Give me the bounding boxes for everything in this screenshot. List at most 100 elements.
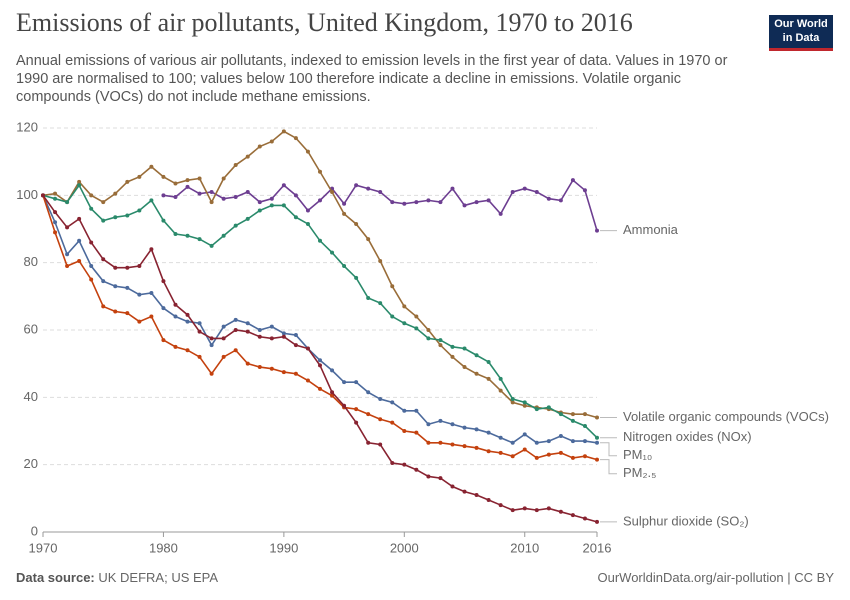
x-tick-label: 1980 xyxy=(149,540,178,555)
data-point xyxy=(570,513,575,518)
data-point xyxy=(281,331,286,336)
data-point xyxy=(173,232,178,237)
data-point xyxy=(137,292,142,297)
data-point xyxy=(281,370,286,375)
data-point xyxy=(582,439,587,444)
data-point xyxy=(305,149,310,154)
data-point xyxy=(209,336,214,341)
data-point xyxy=(185,312,190,317)
data-point xyxy=(474,427,479,432)
data-point xyxy=(534,440,539,445)
data-point xyxy=(402,462,407,467)
data-point xyxy=(318,198,322,203)
data-point xyxy=(378,301,383,306)
data-point xyxy=(101,304,106,309)
data-point xyxy=(546,196,551,201)
data-point xyxy=(570,455,575,460)
series-line xyxy=(163,178,598,231)
data-point xyxy=(426,336,431,341)
data-point xyxy=(137,208,142,213)
data-point xyxy=(558,450,563,455)
data-point xyxy=(89,264,94,269)
data-point xyxy=(161,193,166,198)
logo[interactable]: Our World in Data xyxy=(769,15,833,51)
data-point xyxy=(269,366,274,371)
data-point xyxy=(366,237,371,242)
legend-label: PM₁₀ xyxy=(623,447,652,462)
data-point xyxy=(462,203,467,208)
data-point xyxy=(426,440,431,445)
data-point xyxy=(221,324,226,329)
data-point xyxy=(570,412,575,417)
data-point xyxy=(293,343,298,348)
series-line xyxy=(42,195,598,444)
data-point xyxy=(366,296,371,301)
data-point xyxy=(534,508,539,513)
data-point xyxy=(209,343,214,348)
data-point xyxy=(402,429,407,433)
data-point xyxy=(402,201,407,206)
data-point xyxy=(595,435,599,440)
data-point xyxy=(462,444,467,449)
data-point xyxy=(269,324,274,329)
data-point xyxy=(149,198,154,203)
data-point xyxy=(125,311,130,316)
data-point xyxy=(233,317,238,322)
data-point xyxy=(65,200,70,205)
data-point xyxy=(318,358,322,363)
data-point xyxy=(366,186,371,191)
data-point xyxy=(558,412,563,417)
data-point xyxy=(257,365,262,370)
data-point xyxy=(522,432,527,437)
data-point xyxy=(342,211,347,216)
data-point xyxy=(269,336,274,341)
data-point xyxy=(53,230,58,235)
data-point xyxy=(582,412,587,417)
x-tick-label: 2000 xyxy=(390,540,419,555)
data-point xyxy=(197,354,202,359)
data-point xyxy=(474,353,479,358)
data-point xyxy=(450,484,455,489)
data-point xyxy=(450,354,455,359)
data-point xyxy=(125,285,130,290)
data-point xyxy=(245,216,250,221)
data-point xyxy=(354,407,359,412)
data-point xyxy=(498,376,503,381)
x-tick-label: 1990 xyxy=(269,540,298,555)
data-point xyxy=(161,306,166,311)
data-point xyxy=(474,371,479,376)
y-tick-label: 120 xyxy=(16,119,38,134)
data-point xyxy=(582,516,587,521)
data-point xyxy=(137,174,142,179)
data-point xyxy=(378,189,383,194)
data-point xyxy=(390,284,395,289)
data-point xyxy=(113,191,118,196)
data-point xyxy=(330,393,335,398)
data-point xyxy=(113,309,118,314)
data-point xyxy=(522,447,527,452)
data-point xyxy=(450,422,455,427)
data-point xyxy=(149,247,154,252)
data-point xyxy=(293,215,298,220)
data-point xyxy=(414,408,419,413)
data-point xyxy=(486,198,491,203)
data-point xyxy=(462,346,467,351)
data-point xyxy=(486,430,491,435)
data-point xyxy=(185,319,190,324)
data-point xyxy=(101,218,106,223)
footer-link[interactable]: OurWorldinData.org/air-pollution | CC BY xyxy=(597,570,834,585)
data-point xyxy=(534,455,539,460)
data-point xyxy=(402,408,407,413)
data-point xyxy=(173,195,178,200)
data-point xyxy=(305,378,310,383)
data-point xyxy=(354,380,359,385)
data-point xyxy=(53,191,58,196)
data-point xyxy=(65,252,70,257)
data-point xyxy=(113,215,118,220)
data-point xyxy=(438,418,443,423)
data-point xyxy=(595,440,599,445)
data-point xyxy=(342,380,347,385)
data-point xyxy=(173,302,178,307)
data-point xyxy=(113,284,118,289)
